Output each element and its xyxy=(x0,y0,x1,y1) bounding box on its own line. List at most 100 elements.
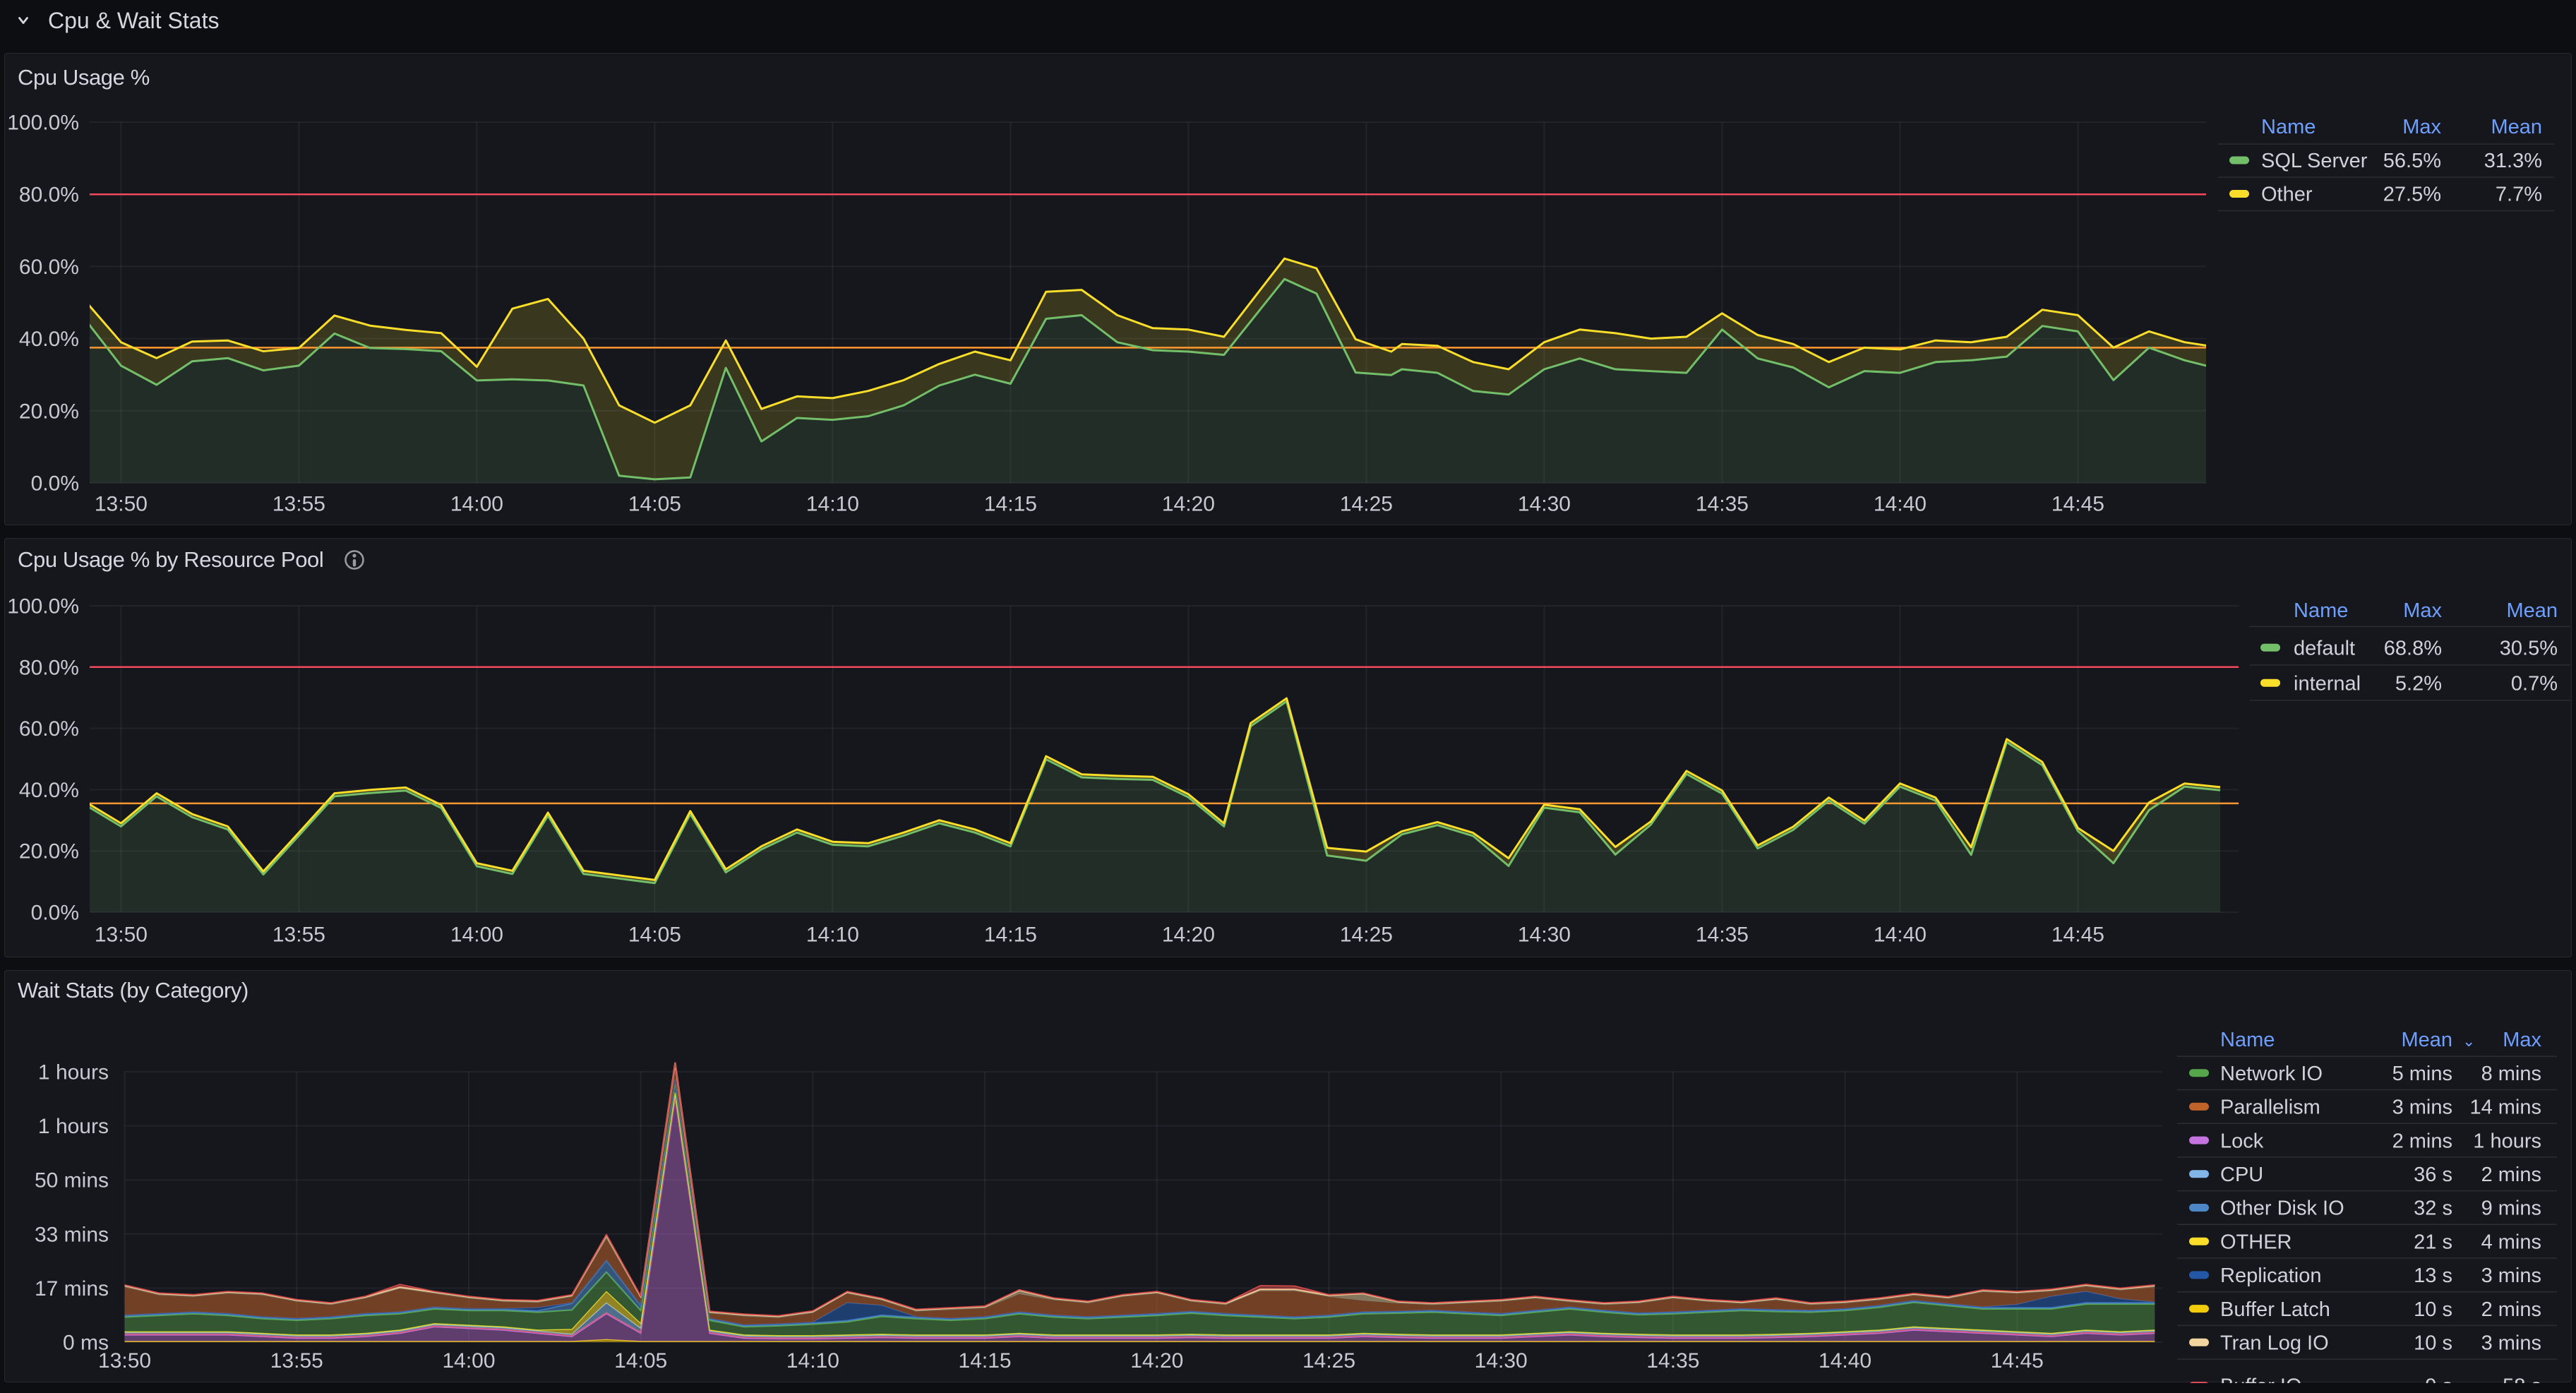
svg-text:3 mins: 3 mins xyxy=(2481,1265,2541,1287)
svg-text:2 mins: 2 mins xyxy=(2392,1130,2452,1152)
svg-text:Mean: Mean xyxy=(2491,116,2542,138)
svg-text:14:35: 14:35 xyxy=(1646,1349,1699,1373)
svg-text:0.7%: 0.7% xyxy=(2511,672,2558,695)
svg-text:14:10: 14:10 xyxy=(786,1349,839,1373)
svg-text:14:30: 14:30 xyxy=(1475,1349,1528,1373)
svg-text:14:20: 14:20 xyxy=(1130,1349,1183,1373)
svg-text:21 s: 21 s xyxy=(2414,1231,2452,1253)
svg-text:5 mins: 5 mins xyxy=(2392,1063,2452,1085)
svg-text:14:25: 14:25 xyxy=(1302,1349,1355,1373)
svg-text:32 s: 32 s xyxy=(2414,1197,2452,1220)
svg-text:14:05: 14:05 xyxy=(628,923,681,947)
svg-text:13:55: 13:55 xyxy=(272,923,325,947)
svg-text:Name: Name xyxy=(2294,599,2348,622)
svg-text:40.0%: 40.0% xyxy=(19,328,79,351)
svg-text:14:15: 14:15 xyxy=(984,923,1037,947)
svg-text:9 mins: 9 mins xyxy=(2481,1197,2541,1220)
svg-text:5.2%: 5.2% xyxy=(2395,672,2442,695)
svg-text:14:00: 14:00 xyxy=(450,493,503,516)
svg-text:50 mins: 50 mins xyxy=(35,1169,109,1192)
svg-text:OTHER: OTHER xyxy=(2220,1231,2292,1253)
svg-text:80.0%: 80.0% xyxy=(19,656,79,679)
svg-text:14:20: 14:20 xyxy=(1162,923,1215,947)
svg-text:27.5%: 27.5% xyxy=(2383,184,2441,206)
svg-text:80.0%: 80.0% xyxy=(19,184,79,207)
svg-text:14:05: 14:05 xyxy=(628,493,681,516)
svg-text:14:25: 14:25 xyxy=(1340,923,1393,947)
svg-text:14:20: 14:20 xyxy=(1162,493,1215,516)
svg-text:14:45: 14:45 xyxy=(1991,1349,2044,1373)
svg-text:10 s: 10 s xyxy=(2414,1332,2452,1355)
svg-text:SQL Server: SQL Server xyxy=(2261,150,2368,172)
svg-text:68.8%: 68.8% xyxy=(2384,637,2442,659)
svg-text:13:55: 13:55 xyxy=(270,1349,323,1373)
svg-text:14:10: 14:10 xyxy=(806,923,859,947)
svg-text:14:40: 14:40 xyxy=(1874,923,1927,947)
svg-text:60.0%: 60.0% xyxy=(19,717,79,741)
svg-text:Mean: Mean xyxy=(2401,1029,2452,1051)
svg-text:14:35: 14:35 xyxy=(1696,493,1749,516)
svg-text:14:30: 14:30 xyxy=(1518,923,1571,947)
svg-text:13 s: 13 s xyxy=(2414,1265,2452,1287)
svg-text:Parallelism: Parallelism xyxy=(2220,1096,2320,1119)
svg-text:0 ms: 0 ms xyxy=(63,1332,109,1355)
svg-text:Other: Other xyxy=(2261,184,2313,206)
svg-text:20.0%: 20.0% xyxy=(19,400,79,423)
svg-text:13:50: 13:50 xyxy=(98,1349,151,1373)
svg-text:14:45: 14:45 xyxy=(2051,493,2104,516)
svg-text:14:00: 14:00 xyxy=(442,1349,495,1373)
svg-text:Replication: Replication xyxy=(2220,1265,2321,1287)
svg-text:⌄: ⌄ xyxy=(2462,1032,2475,1050)
svg-text:100.0%: 100.0% xyxy=(7,112,79,135)
svg-text:14:40: 14:40 xyxy=(1819,1349,1871,1373)
svg-text:1 hours: 1 hours xyxy=(38,1061,109,1084)
svg-text:14:05: 14:05 xyxy=(614,1349,667,1373)
svg-text:Max: Max xyxy=(2503,1029,2541,1051)
svg-text:30.5%: 30.5% xyxy=(2500,637,2558,659)
svg-text:3 mins: 3 mins xyxy=(2392,1096,2452,1119)
svg-text:14:40: 14:40 xyxy=(1874,493,1927,516)
svg-text:40.0%: 40.0% xyxy=(19,779,79,802)
svg-text:Tran Log IO: Tran Log IO xyxy=(2220,1332,2329,1355)
svg-text:17 mins: 17 mins xyxy=(35,1277,109,1301)
svg-text:14:25: 14:25 xyxy=(1340,493,1393,516)
svg-text:0.0%: 0.0% xyxy=(31,902,79,925)
svg-text:20.0%: 20.0% xyxy=(19,840,79,863)
svg-text:31.3%: 31.3% xyxy=(2484,150,2542,172)
svg-text:8 mins: 8 mins xyxy=(2481,1063,2541,1085)
svg-text:13:50: 13:50 xyxy=(95,923,148,947)
svg-text:14 mins: 14 mins xyxy=(2469,1096,2541,1119)
svg-text:Network IO: Network IO xyxy=(2220,1063,2323,1085)
svg-text:Name: Name xyxy=(2261,116,2316,138)
svg-text:Other Disk IO: Other Disk IO xyxy=(2220,1197,2344,1220)
svg-text:7.7%: 7.7% xyxy=(2496,184,2542,206)
svg-text:Lock: Lock xyxy=(2220,1130,2264,1152)
svg-text:14:45: 14:45 xyxy=(2051,923,2104,947)
svg-text:Max: Max xyxy=(2402,116,2441,138)
svg-text:default: default xyxy=(2294,637,2355,659)
svg-text:100.0%: 100.0% xyxy=(7,595,79,618)
svg-text:10 s: 10 s xyxy=(2414,1298,2452,1321)
svg-text:Name: Name xyxy=(2220,1029,2275,1051)
svg-text:0.0%: 0.0% xyxy=(31,472,79,496)
svg-text:14:35: 14:35 xyxy=(1696,923,1749,947)
svg-text:3 mins: 3 mins xyxy=(2481,1332,2541,1355)
svg-text:56.5%: 56.5% xyxy=(2383,150,2441,172)
svg-text:Max: Max xyxy=(2403,599,2442,622)
svg-text:33 mins: 33 mins xyxy=(35,1223,109,1246)
svg-text:13:55: 13:55 xyxy=(272,493,325,516)
svg-text:Buffer Latch: Buffer Latch xyxy=(2220,1298,2330,1321)
svg-text:14:15: 14:15 xyxy=(959,1349,1012,1373)
svg-text:14:30: 14:30 xyxy=(1518,493,1571,516)
svg-text:60.0%: 60.0% xyxy=(19,256,79,279)
svg-text:13:50: 13:50 xyxy=(95,493,148,516)
svg-text:1 hours: 1 hours xyxy=(2473,1130,2541,1152)
svg-text:14:00: 14:00 xyxy=(450,923,503,947)
svg-text:1 hours: 1 hours xyxy=(38,1115,109,1138)
svg-text:14:15: 14:15 xyxy=(984,493,1037,516)
svg-text:36 s: 36 s xyxy=(2414,1164,2452,1186)
svg-text:14:10: 14:10 xyxy=(806,493,859,516)
svg-text:2 mins: 2 mins xyxy=(2481,1164,2541,1186)
svg-text:Mean: Mean xyxy=(2506,599,2558,622)
svg-text:2 mins: 2 mins xyxy=(2481,1298,2541,1321)
